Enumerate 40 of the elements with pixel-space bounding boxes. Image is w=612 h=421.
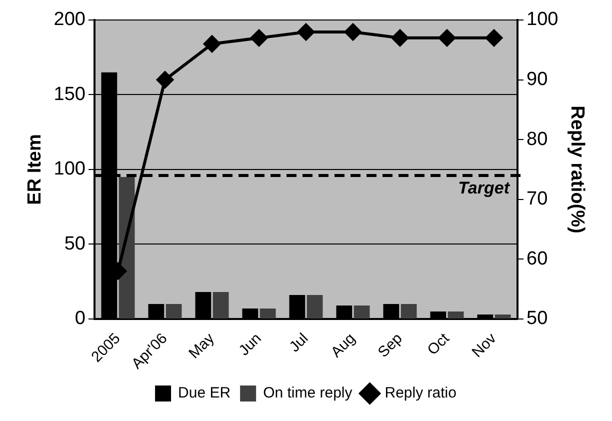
y2-tick-label: 70 bbox=[526, 188, 548, 210]
legend-label: Due ER bbox=[178, 384, 231, 402]
x-tick-label: Jun bbox=[236, 330, 265, 360]
point bbox=[344, 23, 362, 40]
point bbox=[204, 35, 220, 52]
y-tick-label: 0 bbox=[74, 308, 86, 330]
x-tick-label: Oct bbox=[424, 329, 454, 359]
y-axis-title: ER Item bbox=[24, 134, 46, 205]
legend-label: On time reply bbox=[263, 384, 353, 402]
y2-tick-label: 80 bbox=[526, 128, 548, 150]
y2-axis-title: Reply ratio(%) bbox=[566, 106, 588, 234]
bar bbox=[448, 311, 464, 318]
point bbox=[156, 71, 174, 88]
point bbox=[298, 23, 314, 40]
bar bbox=[212, 292, 229, 318]
x-tick-label: Nov bbox=[468, 330, 500, 361]
point bbox=[250, 29, 268, 46]
bar bbox=[306, 295, 323, 318]
y-tick-label: 100 bbox=[54, 158, 86, 180]
point bbox=[438, 29, 456, 46]
y2-tick-label: 90 bbox=[526, 69, 548, 90]
ref-line-label: Target bbox=[458, 178, 511, 198]
bar bbox=[494, 314, 511, 318]
bar bbox=[166, 304, 182, 318]
bar bbox=[400, 304, 417, 318]
y2-tick-label: 100 bbox=[526, 9, 558, 30]
y-tick-label: 150 bbox=[54, 84, 86, 105]
point bbox=[392, 29, 408, 46]
y2-tick-label: 50 bbox=[526, 308, 548, 330]
x-tick-label: Aug bbox=[328, 330, 359, 361]
x-tick-label: Jul bbox=[286, 330, 312, 356]
bar bbox=[260, 308, 276, 318]
y-tick-label: 50 bbox=[64, 233, 86, 254]
y2-tick-label: 60 bbox=[526, 248, 548, 270]
y-tick-label: 200 bbox=[54, 9, 86, 30]
point bbox=[486, 29, 502, 46]
bar bbox=[354, 305, 370, 318]
x-tick-label: May bbox=[186, 330, 218, 362]
legend-label: Reply ratio bbox=[384, 384, 456, 402]
x-tick-label: Sep bbox=[374, 330, 406, 361]
